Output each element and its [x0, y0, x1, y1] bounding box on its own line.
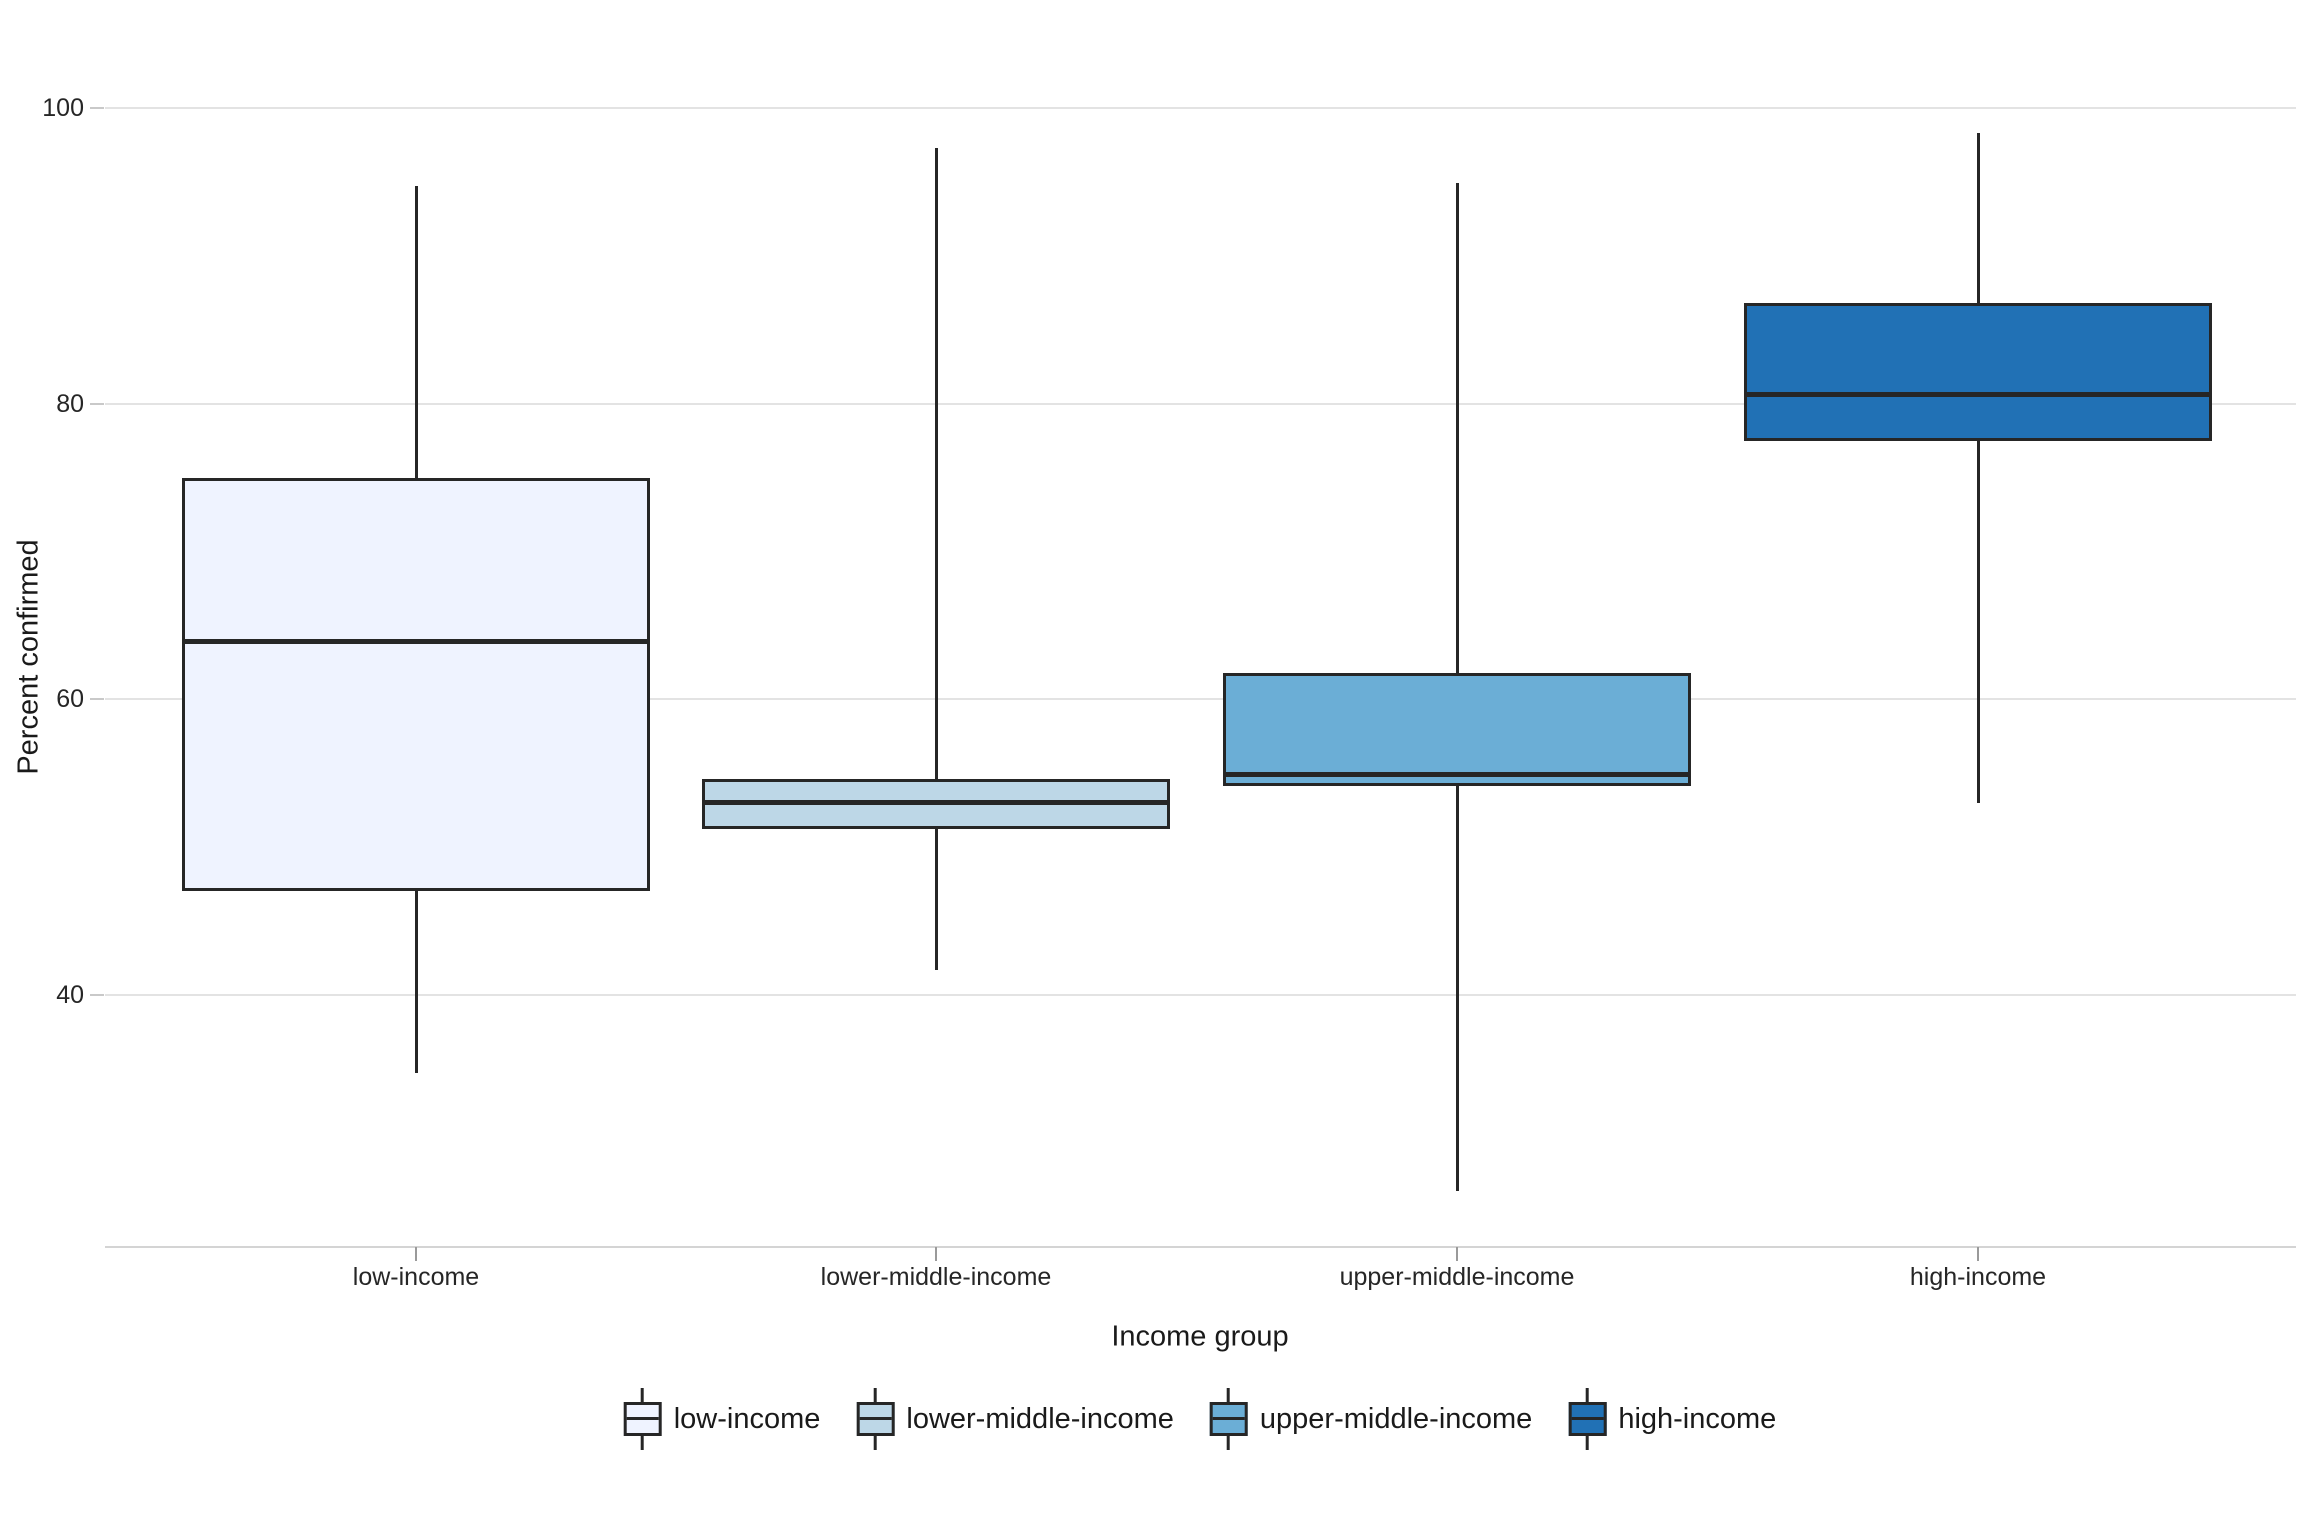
y-axis-tick-80 — [90, 402, 104, 405]
legend-key-median — [1212, 1417, 1245, 1420]
x-tick-label-high-income: high-income — [1909, 1263, 2047, 1291]
x-axis-tick-high-income — [1977, 1247, 1979, 1261]
box-high-income — [1744, 303, 2212, 441]
whisker-lower-middle-income — [934, 147, 938, 970]
legend: low-income lower-middle-income upper-middl… — [623, 1388, 1776, 1450]
y-axis-tick-60 — [90, 698, 104, 701]
gridline-40 — [105, 993, 2296, 996]
legend-key-boxplot-icon — [856, 1388, 895, 1450]
y-axis-tick-40 — [90, 993, 104, 996]
x-axis-tick-lower-middle-income — [935, 1247, 937, 1261]
legend-key-box — [856, 1402, 895, 1436]
y-tick-label-40: 40 — [56, 980, 84, 1009]
legend-label: low-income — [673, 1402, 821, 1435]
box-upper-middle-income — [1223, 672, 1691, 787]
x-axis-tick-upper-middle-income — [1456, 1247, 1458, 1261]
x-axis-line — [105, 1246, 2296, 1248]
x-axis-tick-low-income — [415, 1247, 417, 1261]
legend-key-boxplot-icon — [623, 1388, 662, 1450]
x-tick-label-upper-middle-income: upper-middle-income — [1339, 1263, 1575, 1291]
box-low-income — [182, 477, 650, 892]
legend-key-box — [623, 1402, 662, 1436]
x-tick-label-lower-middle-income: lower-middle-income — [820, 1263, 1052, 1291]
median-high-income — [1747, 392, 2209, 398]
legend-item-lower-middle-income: lower-middle-income — [856, 1388, 1174, 1450]
legend-key-median — [859, 1417, 892, 1420]
legend-key-boxplot-icon — [1209, 1388, 1248, 1450]
gridline-100 — [105, 107, 2296, 109]
x-axis-title: Income group — [1111, 1320, 1289, 1353]
legend-label: upper-middle-income — [1259, 1402, 1533, 1435]
legend-key-median — [1571, 1417, 1604, 1420]
legend-key-median — [626, 1417, 659, 1420]
legend-item-low-income: low-income — [623, 1388, 821, 1450]
legend-key-box — [1568, 1402, 1607, 1436]
legend-key-boxplot-icon — [1568, 1388, 1607, 1450]
legend-item-upper-middle-income: upper-middle-income — [1209, 1388, 1533, 1450]
legend-item-high-income: high-income — [1568, 1388, 1776, 1450]
median-low-income — [185, 639, 647, 645]
gridline-60 — [105, 698, 2296, 701]
legend-label: high-income — [1618, 1402, 1777, 1435]
y-tick-label-80: 80 — [56, 389, 84, 418]
y-tick-label-100: 100 — [42, 94, 84, 122]
y-tick-label-60: 60 — [56, 685, 84, 714]
legend-key-box — [1209, 1402, 1248, 1436]
gridline-80 — [105, 402, 2296, 405]
x-tick-label-low-income: low-income — [352, 1263, 480, 1291]
whisker-high-income — [1976, 133, 1980, 803]
median-lower-middle-income — [705, 800, 1167, 806]
y-axis-tick-100 — [90, 107, 104, 109]
median-upper-middle-income — [1226, 772, 1688, 778]
legend-label: lower-middle-income — [906, 1402, 1174, 1435]
